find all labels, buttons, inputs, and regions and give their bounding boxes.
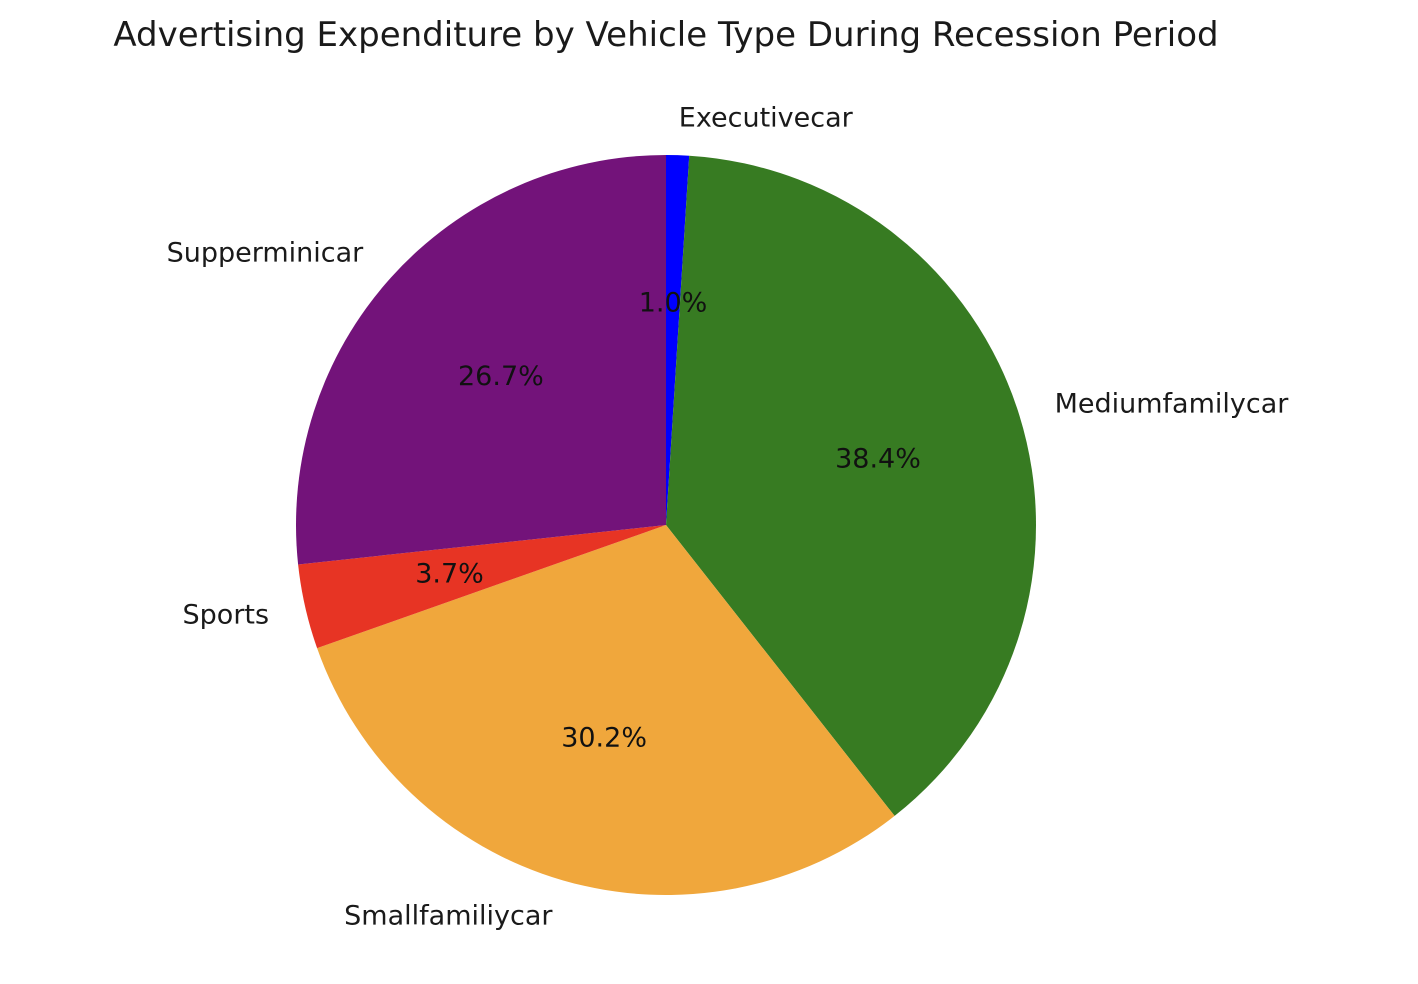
slice-percent-mediumfamilycar: 38.4% [835,444,921,475]
chart-title: Advertising Expenditure by Vehicle Type … [113,15,1218,55]
slice-percent-smallfamiliycar: 30.2% [561,723,647,754]
slice-label-smallfamiliycar: Smallfamiliycar [344,900,553,931]
slice-percent-executivecar: 1.0% [639,288,708,319]
pie-slice-executivecar [666,155,690,525]
pie-outer-labels: Executivecar Mediumfamilycar Smallfamiliyc… [167,103,1290,932]
pie-slice-supperminicar [296,155,666,565]
slice-percent-supperminicar: 26.7% [458,361,544,392]
slice-label-supperminicar: Supperminicar [167,238,365,269]
slice-label-sports: Sports [183,600,270,631]
pie-slice-mediumfamilycar [666,155,1037,816]
slice-label-mediumfamilycar: Mediumfamilycar [1055,389,1290,420]
slice-label-executivecar: Executivecar [679,103,854,134]
pie-slice-smallfamiliycar [317,525,895,896]
pie-slices [296,155,1037,896]
pie-slice-sports [298,525,666,649]
pie-percent-labels: 1.0% 38.4% 30.2% 3.7% 26.7% [415,288,921,754]
slice-percent-sports: 3.7% [415,559,484,590]
